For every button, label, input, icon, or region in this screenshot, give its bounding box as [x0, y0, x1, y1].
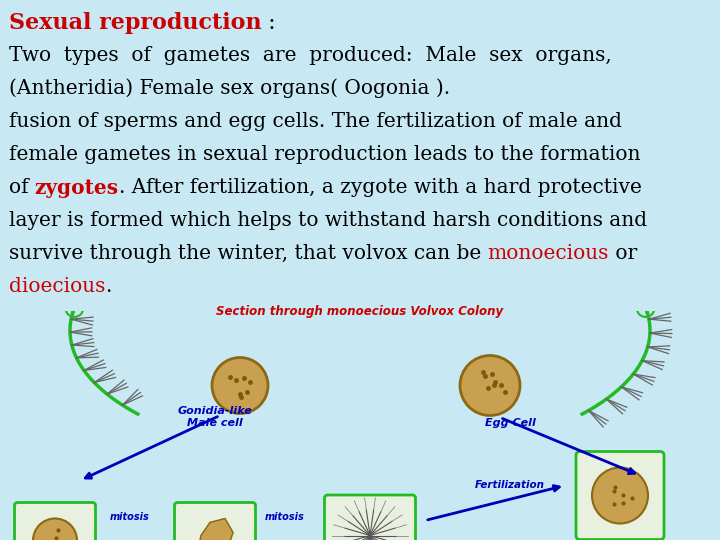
- Circle shape: [33, 518, 77, 540]
- Text: or: or: [608, 244, 637, 264]
- Text: .: .: [105, 278, 112, 296]
- Text: Egg Cell: Egg Cell: [485, 417, 536, 428]
- FancyBboxPatch shape: [14, 503, 96, 540]
- Text: monoecious: monoecious: [487, 244, 608, 264]
- Text: of: of: [9, 178, 35, 197]
- Text: mitosis: mitosis: [265, 512, 305, 523]
- Text: Section through monoecious Volvox Colony: Section through monoecious Volvox Colony: [217, 306, 503, 319]
- Text: survive through the winter, that volvox can be: survive through the winter, that volvox …: [9, 244, 487, 264]
- Text: dioecious: dioecious: [9, 278, 105, 296]
- Circle shape: [460, 355, 520, 415]
- Polygon shape: [197, 518, 233, 540]
- FancyBboxPatch shape: [325, 495, 415, 540]
- Circle shape: [212, 357, 268, 414]
- Text: Sexual reproduction: Sexual reproduction: [9, 12, 261, 35]
- Text: . After fertilization, a zygote with a hard protective: . After fertilization, a zygote with a h…: [119, 178, 642, 197]
- Text: (Antheridia) Female sex organs( Oogonia ).: (Antheridia) Female sex organs( Oogonia …: [9, 79, 450, 98]
- Text: zygotes: zygotes: [35, 178, 119, 198]
- Text: mitosis: mitosis: [110, 512, 150, 523]
- Text: fusion of sperms and egg cells. The fertilization of male and: fusion of sperms and egg cells. The fert…: [9, 112, 621, 131]
- Text: Fertilization: Fertilization: [475, 481, 545, 490]
- Text: female gametes in sexual reproduction leads to the formation: female gametes in sexual reproduction le…: [9, 145, 640, 164]
- Text: Gonidia-like
Male cell: Gonidia-like Male cell: [178, 406, 253, 428]
- Circle shape: [592, 468, 648, 523]
- FancyBboxPatch shape: [576, 451, 664, 539]
- Text: layer is formed which helps to withstand harsh conditions and: layer is formed which helps to withstand…: [9, 211, 647, 230]
- FancyBboxPatch shape: [174, 503, 256, 540]
- Text: Two  types  of  gametes  are  produced:  Male  sex  organs,: Two types of gametes are produced: Male …: [9, 45, 611, 65]
- Text: :: :: [261, 12, 276, 35]
